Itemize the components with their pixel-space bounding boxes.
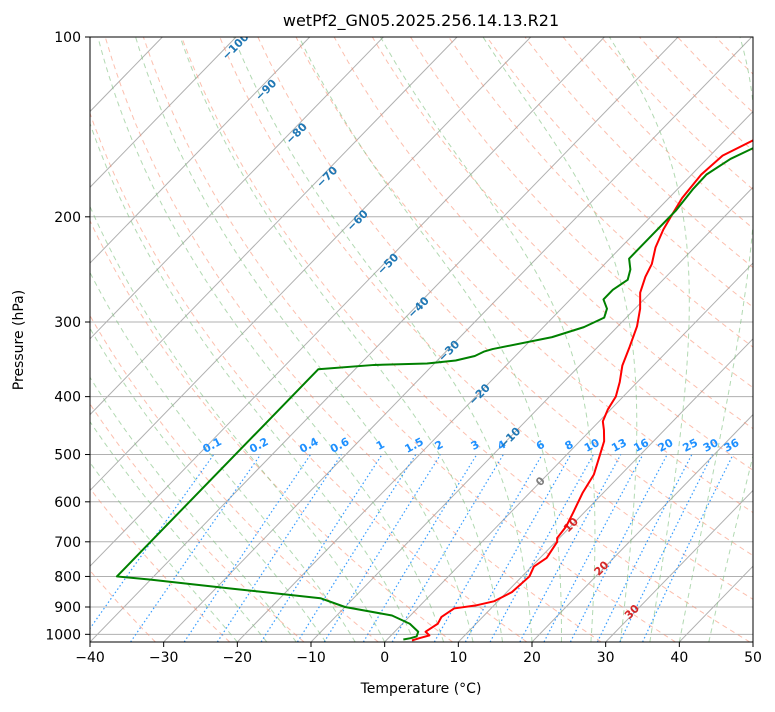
y-tick-label: 800 [54,569,81,585]
y-tick-label: 500 [54,448,81,464]
x-tick-label: 50 [744,650,762,666]
moist-adiabat-line [90,376,297,642]
mixing-ratio-line [260,454,383,642]
mixing-ratio-line [642,454,734,642]
moist-adiabat-line [90,461,238,642]
moist-adiabat-line [90,122,415,642]
dry-adiabat-line [219,37,753,600]
dry-adiabat-line [90,111,528,642]
isotherm-line [90,37,679,642]
mixing-ratio-label: 16 [631,436,651,455]
x-axis-label: Temperature (°C) [360,681,482,697]
moist-adiabat-line [179,37,504,642]
y-axis-label: Pressure (hPa) [11,290,27,390]
isotherm-line [90,37,237,188]
dry-adiabat-line [295,37,753,514]
dry-adiabat-line [90,314,379,642]
isotherm-line [90,37,532,492]
y-tick-label: 1000 [45,627,81,643]
x-tick-label: 40 [670,650,688,666]
mixing-ratio-line [464,454,572,642]
isotherm-line [384,262,753,642]
dewpoint-profile-line [115,147,753,641]
moist-adiabat-line [97,37,445,642]
chart-title: wetPf2_GN05.2025.256.14.13.R21 [283,11,559,31]
sounding-series [115,139,753,642]
y-tick-label: 900 [54,600,81,616]
mixing-ratio-label: 13 [609,436,629,455]
dry-adiabat-line [257,37,753,557]
dry-adiabat-line [333,37,753,471]
moist-adiabat-line [380,37,596,642]
moist-adiabat-line [135,37,474,642]
x-tick-label: 30 [597,650,615,666]
y-tick-label: 700 [54,535,81,551]
dry-adiabat-line [90,219,453,642]
dry-adiabat-line [104,37,602,642]
mixing-ratio-label: 25 [680,436,700,455]
y-tick-label: 100 [54,30,81,46]
moist-adiabat-line [298,37,562,642]
isotherm-line [236,110,753,642]
x-tick-label: 10 [449,650,467,666]
mixing-ratio-label: 10 [582,436,602,455]
mixing-ratio-line [391,454,504,642]
mixing-ratio-label: 30 [701,436,721,455]
temperature-profile-line [411,139,753,642]
mixing-ratio-line [216,454,342,642]
x-tick-label: −20 [223,650,253,666]
y-tick-label: 400 [54,390,81,406]
x-tick-label: −30 [149,650,179,666]
y-tick-label: 300 [54,315,81,331]
dry-adiabat-line [448,37,753,348]
mixing-ratio-label: 20 [656,436,676,455]
isotherm-line [90,37,384,340]
x-tick-label: 0 [380,650,389,666]
mixing-ratio-line [183,454,312,642]
moist-adiabat-line [608,37,690,642]
moist-adiabat-line [482,37,638,642]
isotherm-line [531,413,753,642]
isotherm-line [90,37,605,567]
isotherm-line [90,37,458,416]
moist-adiabat-line [90,205,386,642]
mixing-ratio-label: 36 [722,436,742,455]
background-lines [90,37,753,642]
x-tick-label: 20 [523,650,541,666]
mixing-ratio-line [90,454,215,630]
mixing-ratio-line [519,454,622,642]
x-tick-label: −10 [296,650,326,666]
dry-adiabat-line [142,37,676,642]
plot-frame [89,36,754,643]
isotherm-line [310,186,753,642]
mixing-ratio-line [130,454,262,642]
mixing-ratio-line [433,454,543,642]
dry-adiabat-line [486,37,753,308]
dry-adiabat-line [90,569,156,642]
dry-adiabat-line [181,37,751,642]
moist-adiabat-line [90,327,327,642]
isotherm-line [90,37,311,264]
x-tick-label: −40 [75,650,105,666]
dry-adiabat-line [90,403,305,642]
y-tick-label: 200 [54,210,81,226]
axes: −40 −30 −20 −10 0 10 20 30 40 50 100 200 300 400 500 60… [45,30,762,666]
y-tick-label: 600 [54,495,81,511]
isotherm-line [605,489,753,642]
moist-adiabat-line [90,420,268,642]
